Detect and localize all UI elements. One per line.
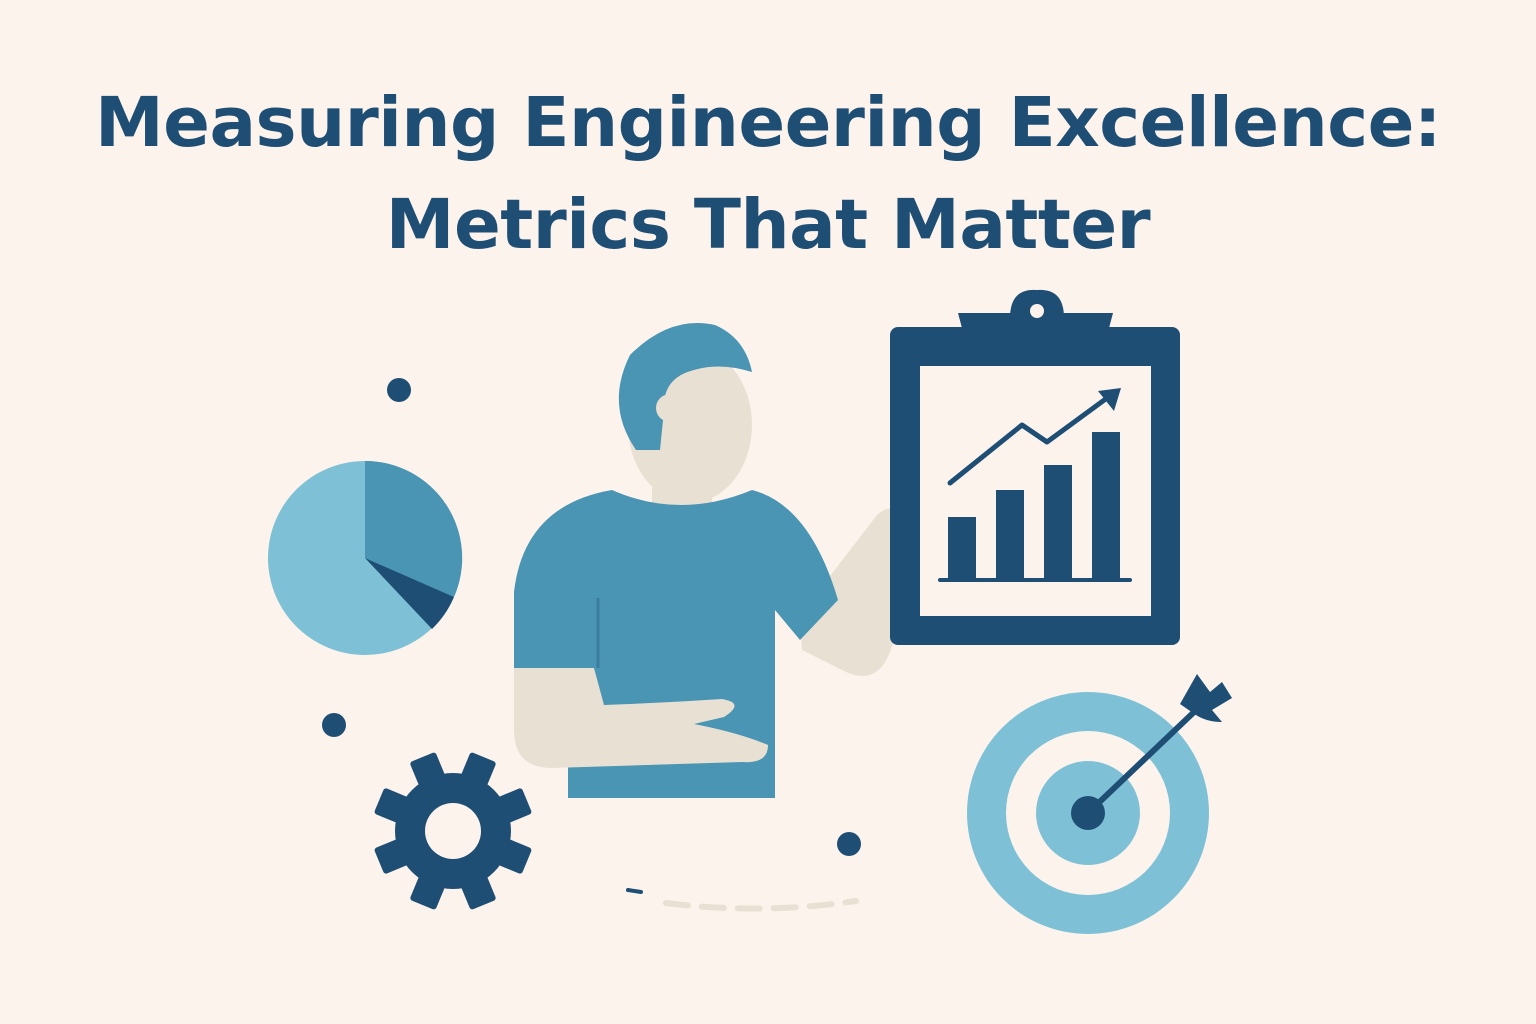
bar-2 bbox=[996, 490, 1024, 580]
person-icon bbox=[514, 323, 902, 798]
decor-dot bbox=[387, 378, 411, 402]
clipboard-icon bbox=[890, 289, 1180, 645]
hair bbox=[618, 323, 752, 450]
arrow-icon bbox=[1085, 674, 1232, 816]
arm-pointing bbox=[800, 508, 902, 676]
pie-chart-icon bbox=[268, 460, 463, 655]
page-title: Measuring Engineering Excellence: Metric… bbox=[0, 72, 1536, 276]
bar-1 bbox=[948, 517, 976, 580]
title-line-1: Measuring Engineering Excellence: bbox=[94, 83, 1442, 163]
gear-icon bbox=[374, 752, 532, 910]
decor-dot bbox=[837, 832, 861, 856]
arm-folded bbox=[514, 668, 768, 768]
ear bbox=[656, 394, 684, 422]
title-line-2: Metrics That Matter bbox=[385, 185, 1151, 265]
bar-4 bbox=[1092, 432, 1120, 580]
motion-line bbox=[626, 888, 859, 912]
bar-3 bbox=[1044, 465, 1072, 580]
decor-dot bbox=[322, 713, 346, 737]
trend-arrow-icon bbox=[947, 388, 1121, 486]
bar-chart-icon bbox=[938, 432, 1132, 582]
